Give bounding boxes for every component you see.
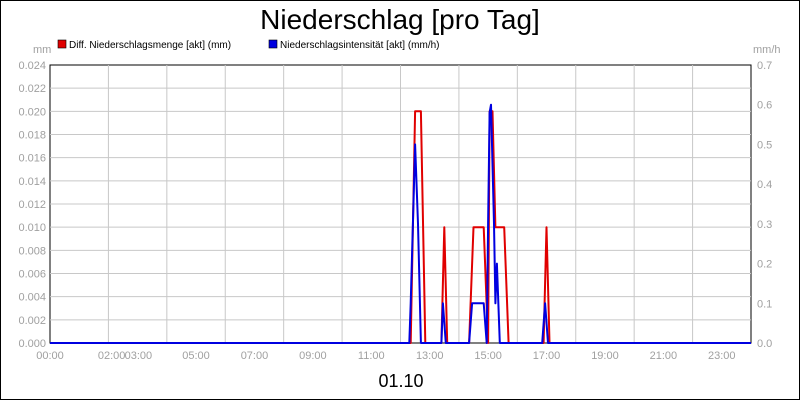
x-tick-label: 03:00 (125, 350, 153, 362)
y-left-tick-label: 0.004 (18, 292, 46, 304)
x-tick-label: 02:00 (98, 350, 126, 362)
grid (50, 65, 751, 343)
y-left-ticks: 0.000 0.002 0.004 0.006 0.008 0.010 0.012 0.014… (18, 60, 46, 350)
y-left-tick-label: 0.016 (18, 153, 46, 165)
chart-title: Niederschlag [pro Tag] (260, 4, 540, 35)
y-left-tick-label: 0.020 (18, 106, 46, 118)
x-tick-label: 05:00 (182, 350, 210, 362)
x-tick-label: 23:00 (708, 350, 736, 362)
y-left-unit: mm (33, 44, 51, 56)
y-left-tick-label: 0.008 (18, 245, 46, 257)
legend-label-intensity: Niederschlagsintensität [akt] (mm/h) (280, 40, 440, 51)
x-tick-label: 17:00 (533, 350, 561, 362)
legend: Diff. Niederschlagsmenge [akt] (mm) Nied… (57, 39, 440, 51)
y-right-tick-label: 0.3 (757, 219, 772, 231)
y-left-tick-label: 0.014 (18, 176, 46, 188)
legend-swatch-intensity (268, 39, 278, 49)
y-right-ticks: 0.0 0.1 0.2 0.3 0.4 0.5 0.6 0.7 (757, 60, 772, 350)
y-right-unit: mm/h (753, 44, 781, 56)
x-tick-label: 21:00 (650, 350, 678, 362)
x-tick-label: 19:00 (591, 350, 619, 362)
x-tick-label: 07:00 (241, 350, 269, 362)
y-left-tick-label: 0.018 (18, 130, 46, 142)
x-tick-label: 13:00 (416, 350, 444, 362)
x-tick-label: 15:00 (474, 350, 502, 362)
series-line-intensity (50, 103, 751, 344)
x-tick-label: 11:00 (358, 350, 385, 362)
x-tick-label: 00:00 (36, 350, 64, 362)
y-left-tick-label: 0.000 (18, 338, 46, 350)
y-right-tick-label: 0.2 (757, 259, 772, 271)
date-label: 01.10 (378, 371, 423, 391)
y-right-tick-label: 0.4 (757, 179, 772, 191)
y-right-tick-label: 0.5 (757, 139, 772, 151)
x-tick-label: 09:00 (299, 350, 327, 362)
y-left-tick-label: 0.006 (18, 269, 46, 281)
x-ticks: 00:00 02:00 03:00 05:00 07:00 09:00 11:00 13:00… (36, 350, 735, 362)
y-left-tick-label: 0.010 (18, 222, 46, 234)
y-left-tick-label: 0.022 (18, 83, 46, 95)
y-right-tick-label: 0.1 (757, 298, 772, 310)
y-right-tick-label: 0.6 (757, 100, 772, 112)
y-left-tick-label: 0.024 (18, 60, 46, 72)
y-left-tick-label: 0.012 (18, 199, 46, 211)
legend-swatch-amount (57, 39, 67, 49)
y-right-tick-label: 0.0 (757, 338, 772, 350)
series-lines (50, 103, 751, 344)
y-left-tick-label: 0.002 (18, 315, 46, 327)
y-right-tick-label: 0.7 (757, 60, 772, 72)
legend-label-amount: Diff. Niederschlagsmenge [akt] (mm) (69, 40, 231, 51)
